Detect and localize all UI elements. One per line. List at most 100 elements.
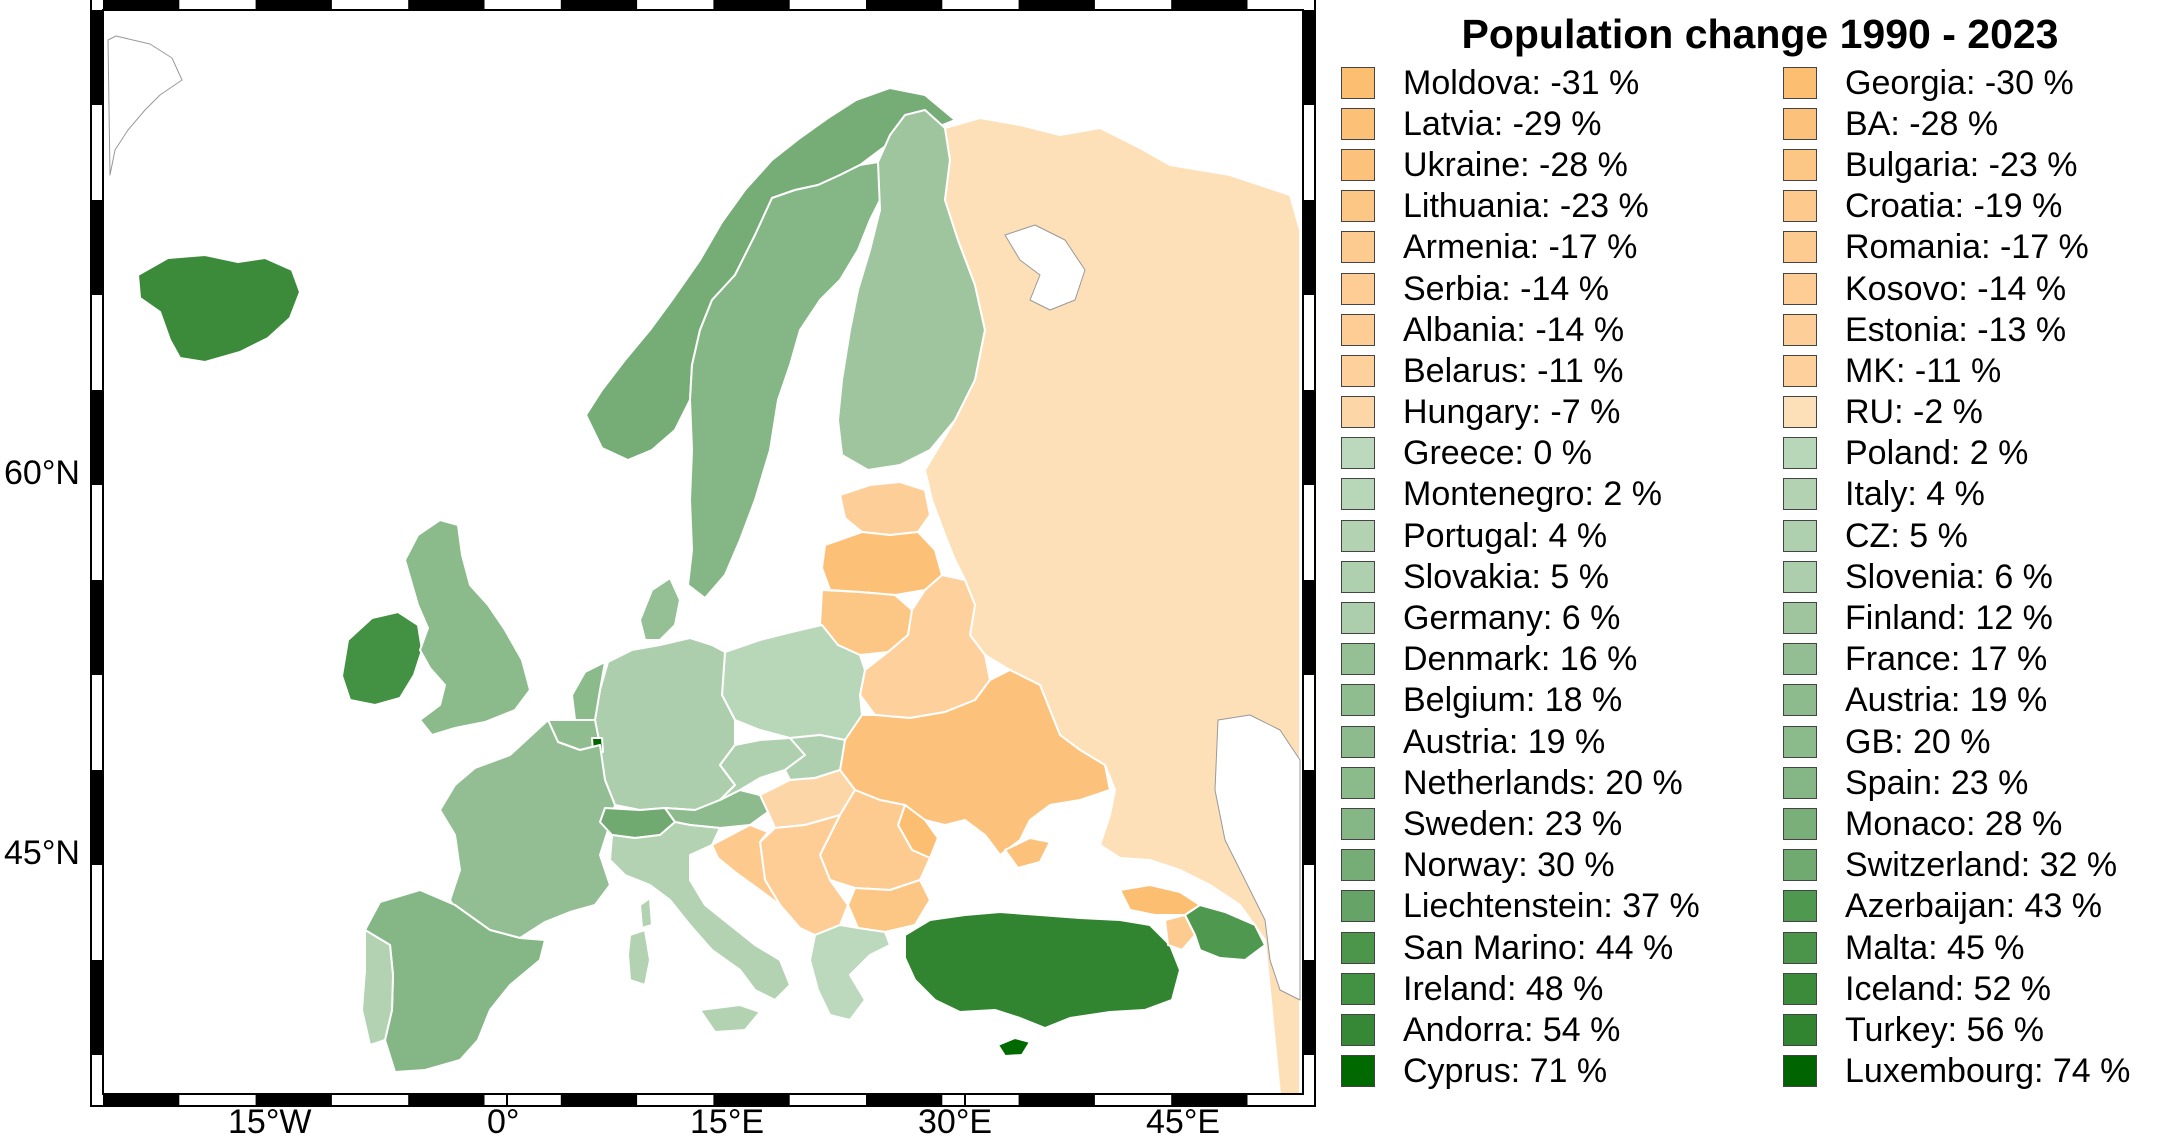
greenland-fragment [107, 35, 183, 176]
frame-segment [1171, 1094, 1248, 1106]
region-cyprus [997, 1037, 1031, 1057]
legend-label: Andorra: 54 % [1403, 1010, 1621, 1049]
legend-label: RU: -2 % [1845, 393, 1983, 432]
legend-label: Iceland: 52 % [1845, 969, 2052, 1008]
legend-item: Belgium: 18 % [1341, 680, 1700, 721]
legend-swatch [1783, 1055, 1817, 1088]
frame-segment [255, 1094, 332, 1106]
legend-label: Netherlands: 20 % [1403, 763, 1683, 802]
legend-label: Slovenia: 6 % [1845, 557, 2053, 596]
legend-swatch [1341, 643, 1375, 676]
legend-swatch [1783, 725, 1817, 758]
legend-swatch [1341, 766, 1375, 799]
frame-segment [1303, 770, 1315, 865]
legend-item: GB: 20 % [1783, 721, 2130, 762]
legend-label: Italy: 4 % [1845, 475, 1985, 514]
legend-swatch [1783, 148, 1817, 181]
legend-label: Denmark: 16 % [1403, 640, 1638, 679]
x-tick-label: 30°E [918, 1103, 993, 1141]
legend-column-left: Moldova: -31 % Latvia: -29 % Ukraine: -28 … [1341, 62, 1700, 1092]
legend-swatch [1783, 643, 1817, 676]
region-ireland [341, 611, 423, 706]
legend-item: San Marino: 44 % [1341, 927, 1700, 968]
region-croatia [711, 824, 781, 906]
legend-swatch [1341, 354, 1375, 387]
legend-label: Hungary: -7 % [1403, 393, 1621, 432]
legend-item: Greece: 0 % [1341, 433, 1700, 474]
axis-ticks [91, 472, 1194, 1106]
legend-label: Armenia: -17 % [1403, 228, 1638, 267]
legend-item: Austria: 19 % [1783, 680, 2130, 721]
legend-swatch [1783, 684, 1817, 717]
legend-item: Finland: 12 % [1783, 597, 2130, 638]
legend-label: Latvia: -29 % [1403, 104, 1602, 143]
legend-swatch [1341, 190, 1375, 223]
legend-item: Poland: 2 % [1783, 433, 2130, 474]
legend-label: Monaco: 28 % [1845, 804, 2063, 843]
region-latvia [821, 531, 943, 596]
legend-label: GB: 20 % [1845, 722, 1991, 761]
legend-item: France: 17 % [1783, 639, 2130, 680]
legend-item: Spain: 23 % [1783, 762, 2130, 803]
legend-swatch [1341, 560, 1375, 593]
frame-segment [1171, 0, 1248, 10]
legend-label: Montenegro: 2 % [1403, 475, 1662, 514]
legend-label: Estonia: -13 % [1845, 310, 2067, 349]
legend-item: Liechtenstein: 37 % [1341, 886, 1700, 927]
frame-segment [255, 0, 332, 10]
region-denmark [639, 577, 681, 641]
legend-label: Greece: 0 % [1403, 434, 1592, 473]
frame-segment [91, 770, 103, 865]
legend-swatch [1341, 725, 1375, 758]
frame-segment [103, 0, 180, 10]
legend-swatch [1341, 931, 1375, 964]
legend-label: Cyprus: 71 % [1403, 1052, 1608, 1091]
legend-swatch [1783, 972, 1817, 1005]
legend-item: Switzerland: 32 % [1783, 845, 2130, 886]
legend-item: Bulgaria: -23 % [1783, 144, 2130, 185]
region-greece [809, 924, 891, 1021]
legend-label: Portugal: 4 % [1403, 516, 1608, 555]
legend-swatch [1783, 1013, 1817, 1046]
legend-swatch [1341, 437, 1375, 470]
legend-label: Lithuania: -23 % [1403, 187, 1649, 226]
region-sicily [699, 1004, 761, 1033]
legend-label: Bulgaria: -23 % [1845, 145, 2078, 184]
legend-item: Montenegro: 2 % [1341, 474, 1700, 515]
legend-swatch [1783, 519, 1817, 552]
legend-swatch [1783, 231, 1817, 264]
frame-segment [91, 390, 103, 485]
legend-item: Denmark: 16 % [1341, 639, 1700, 680]
y-tick-label: 45°N [4, 834, 80, 872]
legend-item: Armenia: -17 % [1341, 227, 1700, 268]
legend-label: Georgia: -30 % [1845, 63, 2074, 102]
region-portugal [361, 929, 394, 1046]
region-azerbaijan [1184, 904, 1266, 961]
legend-item: Norway: 30 % [1341, 845, 1700, 886]
legend-label: Austria: 19 % [1403, 722, 1606, 761]
legend-label: Switzerland: 32 % [1845, 846, 2118, 885]
y-tick-label: 60°N [4, 454, 80, 492]
legend-item: Moldova: -31 % [1341, 62, 1700, 103]
frame-segment [408, 0, 485, 10]
legend-swatch [1783, 66, 1817, 99]
frame-segment [1018, 0, 1095, 10]
legend-item: Kosovo: -14 % [1783, 268, 2130, 309]
caspian-sea [1214, 714, 1301, 1001]
legend-title: Population change 1990 - 2023 [1461, 11, 2059, 57]
legend-swatch [1341, 1055, 1375, 1088]
region-bulgaria [847, 879, 931, 933]
legend-label: Belgium: 18 % [1403, 681, 1623, 720]
x-tick-label: 15°W [228, 1103, 312, 1141]
frame-segment [1303, 200, 1315, 295]
legend-item: Iceland: 52 % [1783, 968, 2130, 1009]
legend-label: Spain: 23 % [1845, 763, 2029, 802]
frame-inner [102, 9, 1304, 1095]
legend-label: Luxembourg: 74 % [1845, 1052, 2131, 1091]
region-corsica [639, 897, 653, 929]
legend-item: Latvia: -29 % [1341, 103, 1700, 144]
legend-swatch [1783, 478, 1817, 511]
legend-swatch [1783, 272, 1817, 305]
frame-segment [1303, 960, 1315, 1055]
legend-label: Romania: -17 % [1845, 228, 2089, 267]
